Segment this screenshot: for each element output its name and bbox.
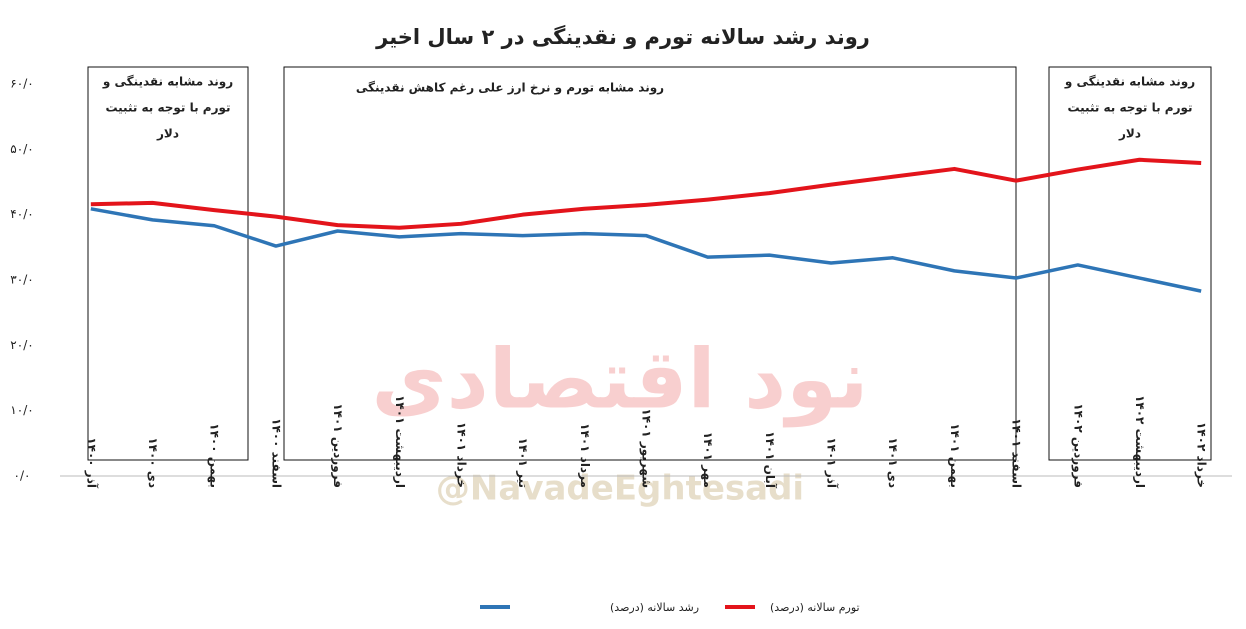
x-tick-label: فروردین ۱۴۰۱ bbox=[330, 403, 345, 488]
x-tick-label: خرداد ۱۴۰۱ bbox=[454, 422, 468, 488]
x-tick-label: بهمن ۱۴۰۰ bbox=[208, 423, 222, 488]
x-tick-label: اسفند ۱۴۰۱ bbox=[1010, 418, 1024, 488]
annotation: روند مشابه نقدینگی و bbox=[102, 75, 233, 90]
x-tick-label: تیر ۱۴۰۱ bbox=[516, 438, 530, 488]
y-tick-label: ۳۰/۰ bbox=[10, 273, 33, 287]
watermark-handle: @NavadeEghtesadi bbox=[436, 469, 804, 509]
chart-title: روند رشد سالانه تورم و نقدینگی در ۲ سال … bbox=[375, 24, 870, 49]
x-tick-label: خرداد ۱۴۰۲ bbox=[1195, 422, 1209, 488]
series-line bbox=[90, 157, 1202, 230]
x-tick-label: شهریور ۱۴۰۱ bbox=[639, 408, 654, 488]
y-tick-label: ۵۰/۰ bbox=[10, 142, 33, 156]
legend-label: تورم سالانه (درصد) bbox=[770, 601, 860, 614]
x-tick-label: آذر ۱۴۰۰ bbox=[84, 437, 99, 489]
x-tick-label: اردیبهشت ۱۴۰۲ bbox=[1133, 395, 1147, 488]
y-tick-label: ۶۰/۰ bbox=[10, 77, 33, 91]
x-tick-label: مرداد ۱۴۰۱ bbox=[578, 423, 592, 488]
x-tick-label: فروردین ۱۴۰۲ bbox=[1070, 403, 1085, 488]
annotation: دلار bbox=[1118, 127, 1141, 141]
x-tick-label: آبان ۱۴۰۱ bbox=[763, 431, 778, 489]
x-tick-label: اردیبهشت ۱۴۰۱ bbox=[393, 395, 407, 488]
legend-label: رشد سالانه (درصد) bbox=[610, 601, 699, 614]
annotation: روند مشابه تورم و نرخ ارز علی رغم کاهش ن… bbox=[356, 81, 664, 96]
x-tick-label: دی ۱۴۰۱ bbox=[886, 437, 900, 488]
annotation: دلار bbox=[156, 127, 179, 141]
x-tick-label: آذر ۱۴۰۱ bbox=[825, 437, 840, 489]
x-tick-label: اسفند ۱۴۰۰ bbox=[269, 418, 283, 488]
annotation: تورم با توجه به تثبیت bbox=[1067, 101, 1192, 116]
annotation-box bbox=[1048, 66, 1212, 461]
y-tick-label: ۲۰/۰ bbox=[10, 338, 33, 352]
y-tick-label: ۱۰/۰ bbox=[10, 403, 33, 417]
x-tick-label: دی ۱۴۰۰ bbox=[146, 437, 160, 488]
y-tick-label: ۴۰/۰ bbox=[10, 207, 33, 221]
series-line bbox=[90, 207, 1202, 293]
annotation: روند مشابه نقدینگی و bbox=[1064, 75, 1195, 90]
annotation-box bbox=[283, 66, 1017, 461]
annotation-box bbox=[87, 66, 249, 461]
y-tick-label: ۰/۰ bbox=[14, 469, 31, 483]
x-tick-label: مهر ۱۴۰۱ bbox=[701, 432, 715, 488]
annotation: تورم با توجه به تثبیت bbox=[105, 101, 230, 116]
watermark-logo: نود اقتصادی bbox=[372, 332, 869, 427]
x-tick-label: بهمن ۱۴۰۱ bbox=[948, 423, 962, 488]
